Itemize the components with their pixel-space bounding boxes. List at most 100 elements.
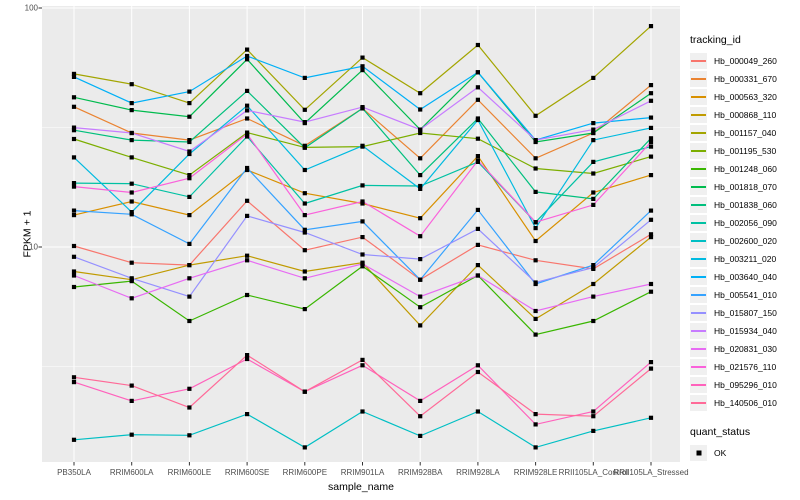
data-point <box>475 85 480 90</box>
legend-line-icon <box>691 384 706 386</box>
data-point <box>187 263 192 268</box>
data-point <box>418 173 423 178</box>
data-point <box>533 258 538 263</box>
data-point <box>648 366 654 371</box>
legend-color-entries: Hb_000049_260 Hb_000331_670 Hb_000563_320 H… <box>690 52 798 412</box>
data-point <box>418 186 423 191</box>
data-point <box>129 199 134 204</box>
data-point <box>591 281 596 287</box>
data-point <box>648 144 654 149</box>
legend-entry-label: Hb_000049_260 <box>714 56 777 66</box>
data-point <box>475 136 480 141</box>
data-point <box>245 131 250 137</box>
data-point <box>71 71 77 76</box>
legend-line-icon <box>691 168 706 170</box>
data-point <box>475 226 480 231</box>
data-point <box>302 201 307 206</box>
legend-key-swatch <box>690 53 707 69</box>
data-point <box>245 253 250 258</box>
data-point <box>418 257 423 262</box>
legend-entry: Hb_001195_530 <box>690 142 798 160</box>
data-point <box>475 154 480 159</box>
data-point <box>591 409 596 414</box>
data-point <box>591 196 596 201</box>
data-point <box>71 437 77 442</box>
data-point <box>187 101 192 106</box>
legend-color-title: tracking_id <box>690 34 741 46</box>
data-point <box>302 389 307 394</box>
x-tick-label: RRIM901LA <box>340 468 385 477</box>
data-point <box>245 47 250 52</box>
data-point <box>245 88 250 93</box>
data-point <box>129 260 134 265</box>
legend-entry-label: Hb_015934_040 <box>714 326 777 336</box>
data-point <box>533 238 538 244</box>
data-point <box>187 114 192 119</box>
data-point <box>533 332 538 337</box>
data-point <box>71 375 77 380</box>
data-point <box>648 232 654 237</box>
legend-entry-label: Hb_000331_670 <box>714 74 777 84</box>
legend-entry-label: Hb_001838_060 <box>714 200 777 210</box>
data-point <box>302 307 307 312</box>
legend-shape-title: quant_status <box>690 426 751 438</box>
data-point <box>129 398 134 403</box>
legend-line-icon <box>691 114 706 116</box>
data-point <box>187 213 192 218</box>
data-point <box>591 294 596 299</box>
legend-key-swatch <box>690 395 707 411</box>
data-point <box>129 383 134 388</box>
legend-key-swatch <box>690 251 707 267</box>
legend-key-swatch <box>690 305 707 321</box>
data-point <box>418 183 423 189</box>
legend-entry-label: Hb_001248_060 <box>714 164 777 174</box>
data-point <box>245 108 250 113</box>
data-point <box>533 138 538 143</box>
data-point <box>533 166 538 171</box>
legend-entry-label: Hb_015807_150 <box>714 308 777 318</box>
legend-entry: Hb_021576_110 <box>690 358 798 376</box>
legend-entry-label: Hb_001818_070 <box>714 182 777 192</box>
legend-entry: Hb_000331_670 <box>690 70 798 88</box>
data-point <box>187 276 192 281</box>
data-point <box>187 405 192 410</box>
legend-line-icon <box>691 276 706 278</box>
data-point <box>245 103 250 108</box>
legend-entry-label: Hb_003640_040 <box>714 272 777 282</box>
legend-key-swatch <box>690 287 707 303</box>
data-point <box>302 120 307 125</box>
x-tick-label: RRIM928LA <box>456 468 500 477</box>
legend-key-swatch <box>690 215 707 231</box>
data-point <box>129 108 134 113</box>
data-point <box>302 191 307 196</box>
data-point <box>187 318 192 324</box>
data-point <box>129 190 134 195</box>
data-point <box>418 216 423 221</box>
data-point <box>648 217 654 222</box>
data-point <box>418 130 423 136</box>
x-tick-label: RRIM600LE <box>167 468 212 477</box>
data-point <box>360 105 365 110</box>
data-point <box>418 323 423 328</box>
legend-entry-label: Hb_095296_010 <box>714 380 777 390</box>
data-point <box>245 412 250 417</box>
data-point <box>591 130 596 136</box>
data-point <box>360 143 365 148</box>
legend-line-icon <box>691 132 706 134</box>
data-point <box>591 127 596 132</box>
data-point <box>418 414 423 419</box>
legend-entry: Hb_020831_030 <box>690 340 798 358</box>
legend-entry: Hb_001248_060 <box>690 160 798 178</box>
data-point <box>71 104 77 109</box>
data-point <box>360 261 365 266</box>
data-point <box>360 235 365 240</box>
data-point <box>475 70 480 75</box>
data-point <box>648 83 654 88</box>
data-point <box>245 292 250 298</box>
legend-entry-label: Hb_002056_090 <box>714 218 777 228</box>
data-point <box>129 296 134 301</box>
data-point <box>71 284 77 290</box>
data-point <box>475 42 480 48</box>
data-point <box>71 184 77 189</box>
